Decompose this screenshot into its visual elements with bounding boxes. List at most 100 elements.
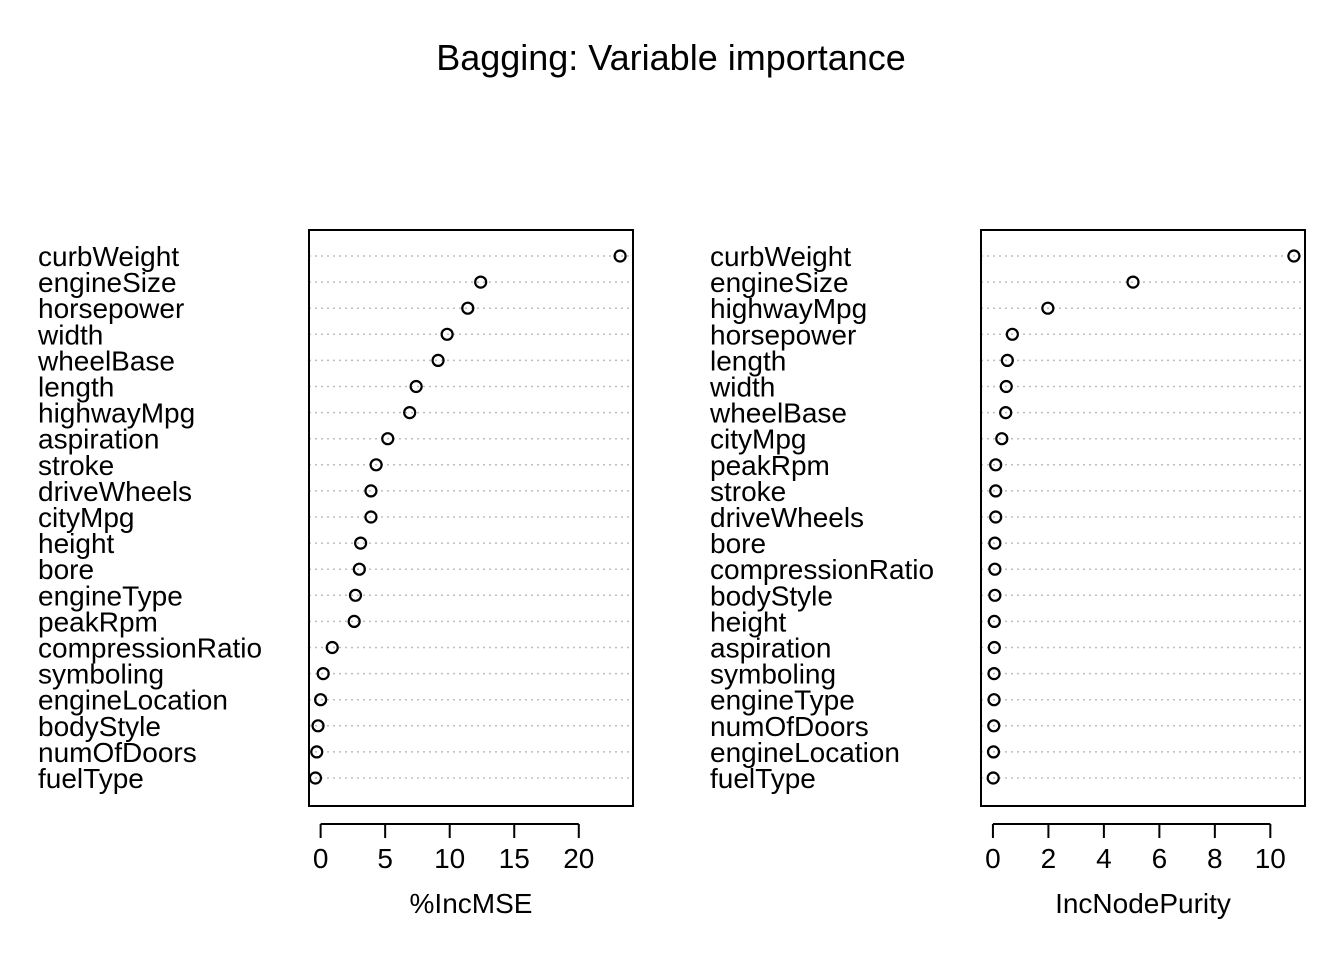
importance-point [989,510,1003,524]
importance-point [347,614,361,629]
x-tick-label: 20 [563,843,594,874]
x-tick-label: 8 [1207,843,1223,874]
x-tick-label: 0 [985,843,1001,874]
importance-point [987,640,1001,655]
importance-point [987,666,1001,681]
importance-point [986,745,1001,759]
x-tick-label: 10 [1255,843,1286,874]
x-tick-label: 6 [1152,843,1168,874]
variable-label: bore [710,528,766,559]
variable-label: curbWeight [710,241,851,272]
importance-point [314,693,328,707]
importance-point [987,614,1001,629]
x-tick-label: 0 [313,843,329,874]
variable-label: engineSize [38,267,177,298]
variable-label: numOfDoors [38,737,197,768]
importance-point [310,745,324,759]
importance-point [988,562,1002,576]
variable-label: compressionRatio [38,633,262,664]
importance-point [440,327,454,341]
variable-label: engineSize [710,267,849,298]
variable-label: driveWheels [38,476,192,507]
variable-label: symboling [38,659,164,690]
importance-point [461,301,475,315]
variable-label: peakRpm [710,450,830,481]
importance-point [348,588,363,602]
importance-point [613,249,627,263]
variable-label: width [709,372,775,403]
chart-title: Bagging: Variable importance [436,37,906,78]
importance-point [986,771,1000,785]
importance-point [364,484,378,498]
variable-label: compressionRatio [710,554,934,585]
importance-point [431,353,445,367]
variable-label: stroke [710,476,786,507]
x-tick-label: 2 [1041,843,1057,874]
variable-label: stroke [38,450,114,481]
importance-point [1287,249,1301,263]
plot-frame [308,229,634,807]
variable-label: engineLocation [710,737,900,768]
importance-point [369,458,383,472]
variable-label: engineType [710,685,855,716]
importance-point [989,458,1003,472]
x-tick-label: 15 [499,843,530,874]
importance-point [409,379,423,394]
variable-label: width [37,319,103,350]
variable-label: aspiration [38,424,159,455]
variable-label: curbWeight [38,241,179,272]
x-axis-label: IncNodePurity [1055,888,1231,919]
importance-point [354,536,368,550]
variable-label: horsepower [38,293,184,324]
plot-frame [980,229,1306,807]
importance-point [999,379,1013,394]
importance-point [311,719,325,733]
variable-label: fuelType [38,763,144,794]
variable-label: highwayMpg [38,398,195,429]
importance-point [1126,275,1140,289]
variable-label: symboling [710,659,836,690]
importance-point [987,719,1001,733]
variable-label: height [710,606,787,637]
variable-label: wheelBase [37,345,175,376]
panel-2: curbWeightengineSizehighwayMpghorsepower… [709,229,1306,919]
x-tick-label: 10 [434,843,465,874]
importance-point [988,536,1002,550]
variable-label: engineType [38,580,183,611]
importance-point [316,666,330,681]
variable-label: wheelBase [709,398,847,429]
importance-point [1005,327,1019,341]
variable-label: highwayMpg [710,293,867,324]
variable-label: cityMpg [38,502,134,533]
importance-point [1041,301,1055,315]
importance-point [1000,353,1014,367]
importance-point [364,510,378,524]
panels: curbWeightengineSizehorsepowerwidthwheel… [37,229,1306,919]
importance-point [989,484,1003,498]
importance-point [999,406,1013,420]
panel-1: curbWeightengineSizehorsepowerwidthwheel… [37,229,634,919]
importance-point [381,432,395,446]
variable-label: fuelType [710,763,816,794]
variable-label: cityMpg [710,424,806,455]
variable-label: length [710,345,786,376]
variable-label: length [38,372,114,403]
importance-point [474,275,488,289]
variable-label: peakRpm [38,606,158,637]
importance-point [403,406,417,420]
x-tick-label: 5 [377,843,393,874]
variable-label: horsepower [710,319,856,350]
variable-label: bodyStyle [710,580,833,611]
x-tick-label: 4 [1096,843,1112,874]
variable-label: numOfDoors [710,711,869,742]
variable-label: height [38,528,115,559]
x-axis-label: %IncMSE [410,888,533,919]
importance-point [988,588,1002,602]
variable-label: driveWheels [710,502,864,533]
importance-point [987,693,1001,707]
importance-point [995,432,1009,446]
variable-label: bodyStyle [38,711,161,742]
variable-label: aspiration [710,633,831,664]
importance-point [352,562,366,576]
